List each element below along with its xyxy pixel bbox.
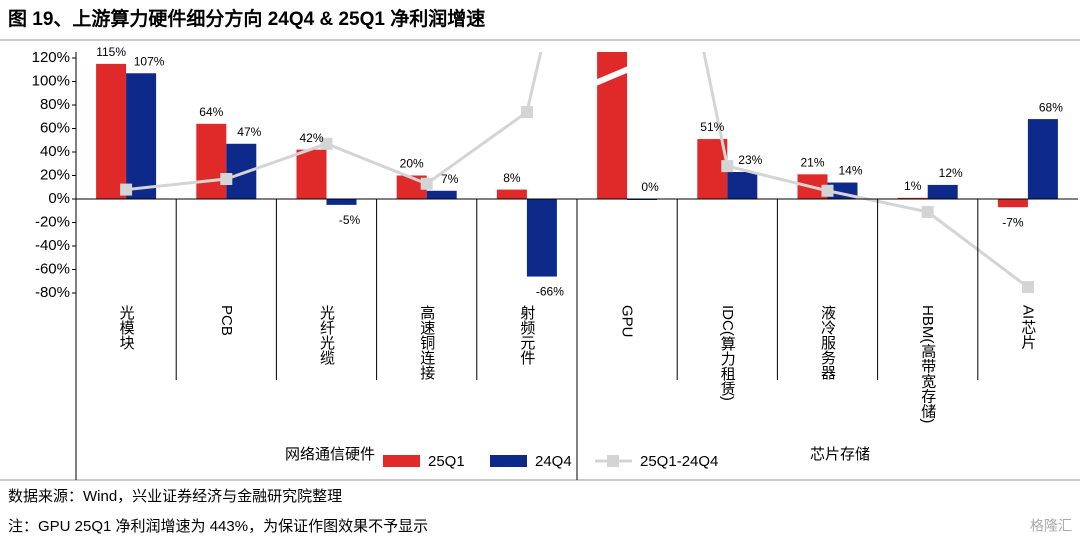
axis-break xyxy=(591,65,633,87)
line-marker xyxy=(921,205,934,218)
note: 注：GPU 25Q1 净利润增速为 443%，为保证作图效果不予显示 xyxy=(8,518,428,535)
line-marker xyxy=(721,160,734,173)
bar xyxy=(897,197,928,199)
x-tick-label: GPU xyxy=(619,305,636,338)
group-label: 网络通信硬件 xyxy=(285,446,375,463)
legend-swatch xyxy=(383,455,420,467)
line-marker xyxy=(220,173,233,186)
bar xyxy=(496,189,527,199)
bar xyxy=(196,123,227,199)
y-tick-label: 120% xyxy=(32,49,70,66)
x-tick-label: AI芯片 xyxy=(1019,305,1036,349)
y-tick-label: -20% xyxy=(35,213,70,230)
y-tick-label: 60% xyxy=(40,119,70,136)
data-label: 42% xyxy=(299,131,323,145)
bar xyxy=(296,149,327,199)
y-tick-label: -80% xyxy=(35,284,70,301)
x-tick-label: 光模块 xyxy=(118,305,135,350)
bar xyxy=(326,199,357,205)
data-label: -66% xyxy=(536,285,564,299)
bar xyxy=(96,63,127,199)
bar xyxy=(997,199,1028,208)
legend-label: 25Q1 xyxy=(428,453,465,470)
data-label: 14% xyxy=(838,164,862,178)
x-tick-label: PCB xyxy=(218,305,235,336)
data-label: 68% xyxy=(1039,100,1063,114)
data-label: 8% xyxy=(503,171,521,185)
y-tick-label: 20% xyxy=(40,166,70,183)
data-label: 23% xyxy=(738,153,762,167)
y-tick-label: -60% xyxy=(35,260,70,277)
y-tick-label: 100% xyxy=(32,72,70,89)
line-marker xyxy=(320,137,333,150)
legend-swatch xyxy=(490,455,527,467)
bar xyxy=(1027,119,1058,199)
line-marker xyxy=(120,183,133,196)
chart-title: 图 19、上游算力硬件细分方向 24Q4 & 25Q1 净利润增速 xyxy=(8,7,485,30)
x-tick-label: IDC(算力租赁) xyxy=(719,305,736,401)
legend-label: 24Q4 xyxy=(535,453,572,470)
data-label: 47% xyxy=(237,125,261,139)
y-tick-label: -40% xyxy=(35,237,70,254)
data-label: 7% xyxy=(441,172,459,186)
x-tick-label: 液冷服务器 xyxy=(819,305,836,380)
group-label: 芯片存储 xyxy=(810,446,870,463)
bar xyxy=(126,73,157,199)
legend-label: 25Q1-24Q4 xyxy=(640,453,718,470)
data-label: 1% xyxy=(904,179,922,193)
y-tick-label: 80% xyxy=(40,96,70,113)
x-tick-label: HBM(高带宽存储) xyxy=(919,305,936,423)
data-label: 21% xyxy=(800,155,824,169)
source: 数据来源：Wind，兴业证券经济与金融研究院整理 xyxy=(8,487,342,505)
bar xyxy=(927,184,958,199)
x-tick-label: 射频元件 xyxy=(518,305,535,365)
x-tick-label: 光纤光缆 xyxy=(318,305,335,366)
data-label: 115% xyxy=(96,45,126,59)
watermark: 格隆汇 xyxy=(1030,518,1072,534)
line-marker xyxy=(1021,281,1034,294)
y-tick-label: 0% xyxy=(48,190,70,207)
data-label: 64% xyxy=(199,105,223,119)
y-tick-label: 40% xyxy=(40,143,70,160)
data-label: 12% xyxy=(939,166,963,180)
line-marker xyxy=(420,177,433,190)
data-label: -7% xyxy=(1002,215,1024,229)
bar xyxy=(526,199,557,277)
bar xyxy=(597,52,628,200)
bar xyxy=(727,171,758,199)
data-label: 20% xyxy=(400,157,424,171)
line-marker xyxy=(821,184,834,197)
data-label: 0% xyxy=(641,180,659,194)
data-label: 51% xyxy=(700,120,724,134)
data-label: 107% xyxy=(134,54,165,68)
legend-swatch xyxy=(607,455,619,467)
line-marker xyxy=(520,106,533,119)
bar xyxy=(426,190,457,199)
x-tick-label: 高速铜连接 xyxy=(418,305,435,381)
data-label: -5% xyxy=(339,213,361,227)
